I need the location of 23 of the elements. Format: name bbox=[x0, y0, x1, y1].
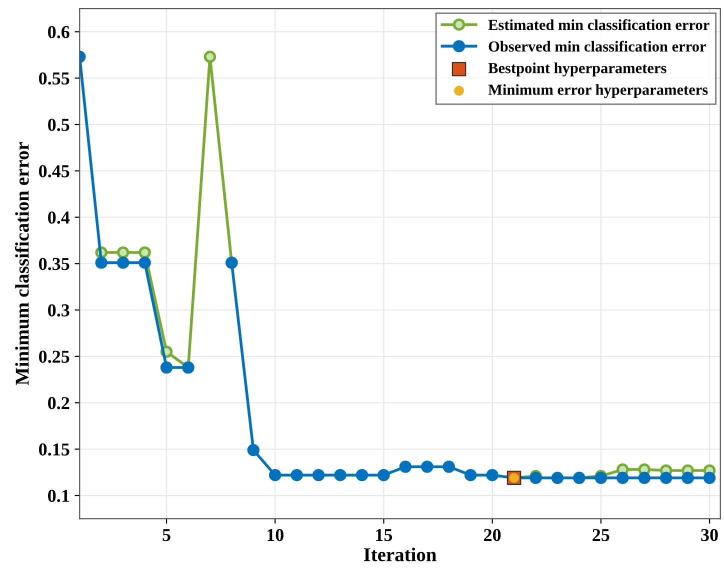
legend-label: Bestpoint hyperparameters bbox=[488, 62, 666, 76]
x-tick-label: 30 bbox=[701, 528, 718, 542]
legend-label: Estimated min classification error bbox=[488, 19, 710, 30]
x-tick-label: 10 bbox=[268, 528, 284, 542]
x-tick-label: 15 bbox=[376, 529, 392, 542]
y-tick-label: 0.15 bbox=[39, 443, 70, 456]
x-tick-label: 20 bbox=[484, 528, 501, 542]
x-tick-label: 5 bbox=[162, 529, 170, 542]
y-tick-label: 0.5 bbox=[48, 118, 70, 132]
y-axis-title: Minimum classification error bbox=[14, 142, 29, 386]
y-tick-label: 0.4 bbox=[48, 212, 70, 224]
y-tick-label: 0.55 bbox=[39, 72, 70, 85]
y-tick-label: 0.2 bbox=[48, 397, 70, 410]
y-tick-label: 0.45 bbox=[39, 165, 70, 178]
y-tick-label: 0.35 bbox=[39, 258, 70, 270]
y-tick-label: 0.3 bbox=[48, 304, 70, 317]
legend-label: Observed min classification error bbox=[488, 40, 706, 52]
x-tick-label: 25 bbox=[592, 528, 610, 542]
y-tick-label: 0.6 bbox=[48, 26, 70, 38]
y-tick-label: 0.25 bbox=[39, 350, 70, 363]
y-tick-label: 0.1 bbox=[48, 490, 69, 502]
x-axis-title: Iteration bbox=[364, 548, 436, 562]
legend-label: Minimum error hyperparameters bbox=[488, 84, 708, 98]
